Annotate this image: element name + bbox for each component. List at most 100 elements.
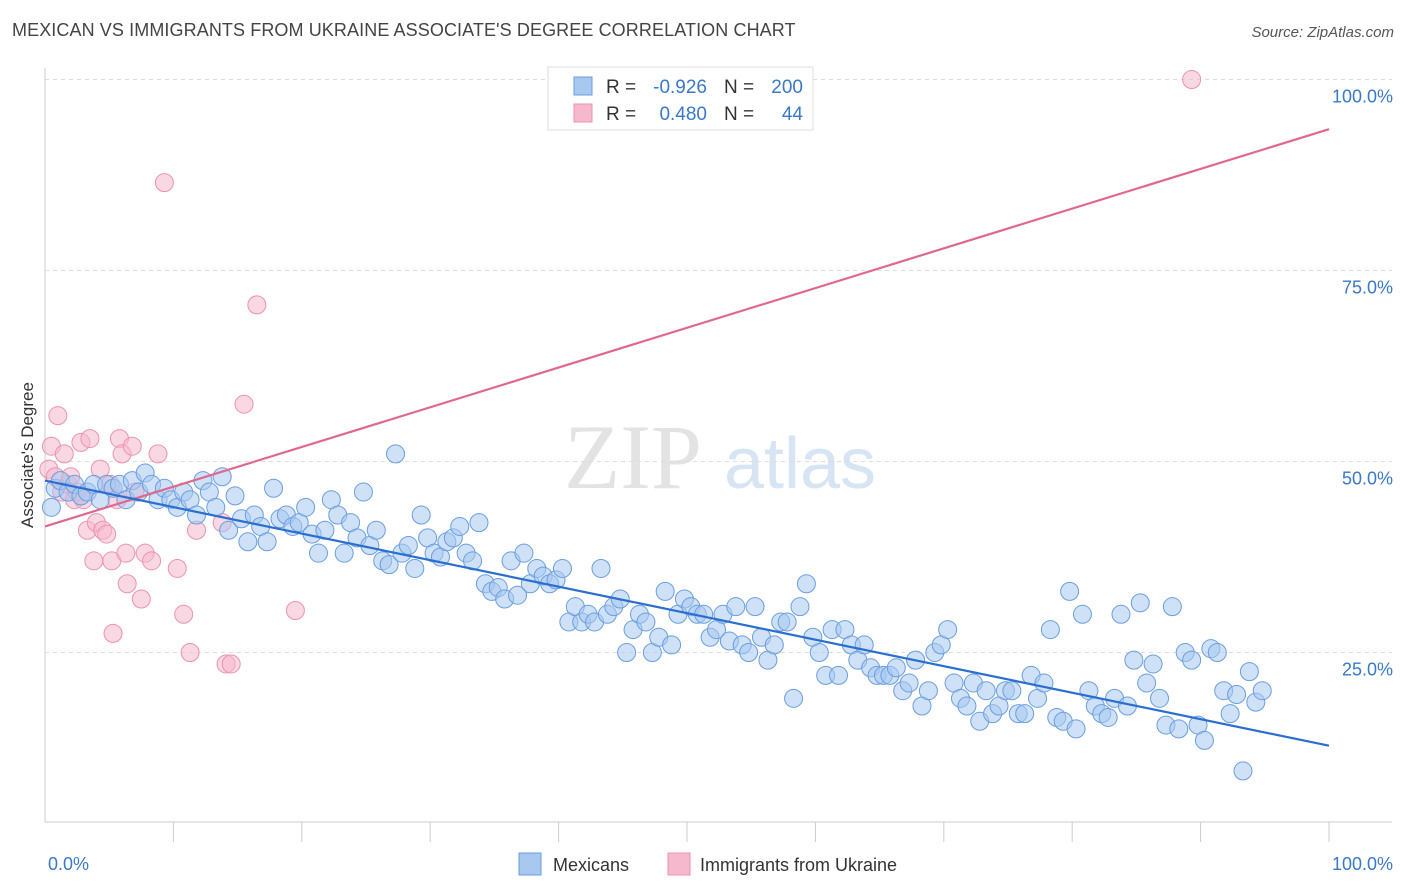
mexican-point (591, 558, 611, 578)
mexican-point (219, 520, 239, 540)
mexican-trend-line (44, 479, 1330, 747)
mexican-point (238, 532, 258, 552)
mexican-point (552, 558, 572, 578)
mexican-point (469, 513, 489, 533)
mexican-point (1098, 707, 1118, 727)
mexican-point (1040, 620, 1060, 640)
x-tick-label-min: 0.0% (48, 854, 89, 874)
mexican-point (918, 681, 938, 701)
mexican-point (1066, 719, 1086, 739)
ukraine-point (148, 444, 168, 464)
y-tick-label: 50.0% (1342, 469, 1393, 489)
ukraine-point (1182, 70, 1202, 89)
mexican-point (796, 574, 816, 594)
ukraine-r-label: R = (606, 104, 636, 125)
mexican-point (334, 543, 354, 563)
mexican-point (1150, 688, 1170, 708)
ukraine-point (167, 558, 187, 578)
source-label: Source: ZipAtlas.com (1251, 24, 1394, 41)
mexican-point (1034, 673, 1054, 693)
mexican-point (1239, 662, 1259, 682)
mexican-point (1124, 650, 1144, 670)
legend-ukraine-swatch (667, 852, 691, 876)
axes (44, 68, 1392, 823)
mexican-point (1162, 597, 1182, 617)
mexican-point (257, 532, 277, 552)
mexican-point (1207, 643, 1227, 662)
ukraine-swatch (573, 103, 593, 123)
mexican-point (886, 658, 906, 678)
mexican-point (1143, 654, 1163, 674)
mexicans-swatch (573, 76, 593, 96)
stats-legend: R = -0.926 N = 200 R = 0.480 N = 44 (547, 66, 814, 131)
y-tick-label: 100.0% (1332, 87, 1393, 107)
legend-ukraine-label: Immigrants from Ukraine (700, 855, 897, 875)
ukraine-point (234, 394, 254, 414)
ukraine-points (39, 70, 1202, 674)
mexican-point (790, 597, 810, 617)
mexican-point (296, 497, 316, 517)
mexicans-r-label: R = (606, 77, 636, 98)
mexican-point (1227, 685, 1247, 705)
ukraine-n-value: 44 (782, 104, 804, 125)
mexican-point (405, 558, 425, 578)
mexican-point (784, 688, 804, 708)
mexican-point (1130, 593, 1150, 613)
mexican-point (655, 581, 675, 601)
mexican-point (508, 585, 528, 605)
ukraine-point (122, 436, 142, 456)
mexican-point (829, 665, 849, 685)
watermark-zip: ZIP (564, 406, 702, 508)
ukraine-point (247, 295, 267, 315)
ukraine-point (154, 173, 174, 193)
mexican-point (636, 612, 656, 632)
y-tick-labels: 25.0% 50.0% 75.0% 100.0% (1332, 87, 1393, 680)
mexican-points (41, 444, 1272, 781)
ukraine-point (131, 589, 151, 609)
chart-title: MEXICAN VS IMMIGRANTS FROM UKRAINE ASSOC… (12, 20, 796, 40)
x-ticks (172, 822, 1330, 842)
mexican-point (450, 516, 470, 536)
legend-mexicans-label: Mexicans (553, 855, 629, 875)
mexican-point (1072, 604, 1092, 624)
mexican-point (386, 444, 406, 464)
mexican-point (1194, 730, 1214, 750)
ukraine-point (103, 623, 123, 643)
mexican-point (809, 643, 829, 662)
ukraine-point (80, 429, 100, 449)
y-axis-label: Associate's Degree (18, 382, 37, 528)
ukraine-point (48, 406, 68, 426)
mexicans-r-value: -0.926 (653, 77, 707, 98)
series-legend: Mexicans Immigrants from Ukraine (518, 852, 897, 876)
watermark-atlas: atlas (724, 424, 876, 504)
ukraine-point (174, 604, 194, 624)
mexicans-n-label: N = (724, 77, 754, 98)
gridlines (45, 79, 1392, 653)
mexican-point (662, 635, 682, 655)
y-tick-label: 75.0% (1342, 278, 1393, 298)
y-tick-label: 25.0% (1342, 660, 1393, 680)
mexican-point (366, 520, 386, 540)
mexican-point (398, 536, 418, 556)
mexican-point (739, 643, 759, 662)
ukraine-point (84, 551, 104, 571)
mexican-point (976, 681, 996, 701)
mexican-point (225, 486, 245, 506)
ukraine-point (116, 543, 136, 563)
watermark: ZIP atlas (564, 406, 876, 508)
mexican-point (379, 555, 399, 575)
ukraine-r-value: 0.480 (659, 104, 707, 125)
mexican-point (617, 643, 637, 662)
mexican-point (1233, 761, 1253, 781)
mexicans-n-value: 200 (771, 77, 803, 98)
mexican-point (1220, 704, 1240, 724)
mexican-point (353, 482, 373, 502)
mexican-point (1137, 673, 1157, 693)
mexican-point (938, 620, 958, 640)
legend-mexicans-swatch (518, 852, 542, 876)
mexican-point (1252, 681, 1272, 701)
ukraine-point (117, 574, 137, 594)
mexican-point (1169, 719, 1189, 739)
mexican-point (957, 696, 977, 716)
